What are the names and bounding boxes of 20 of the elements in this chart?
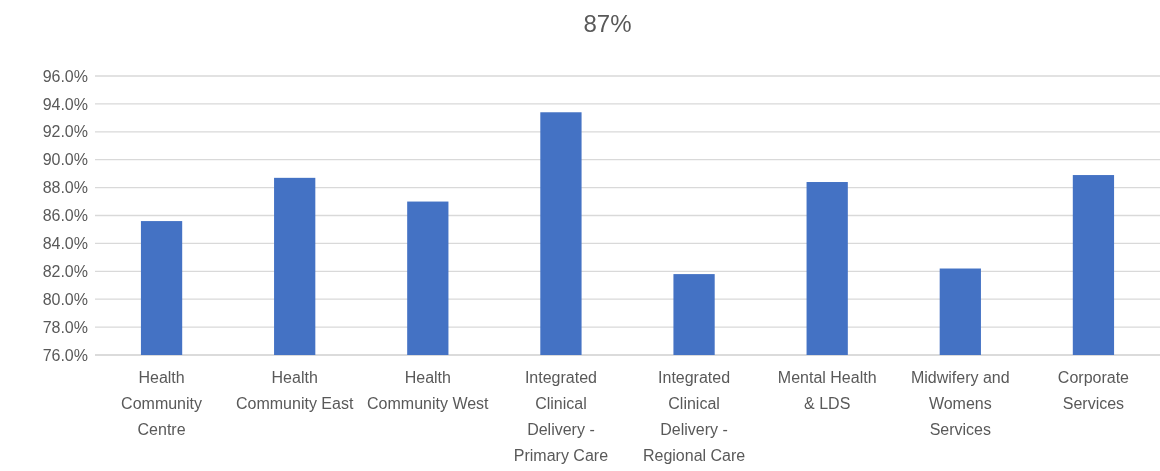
- y-tick-label: 96.0%: [42, 67, 88, 85]
- y-tick-label: 88.0%: [42, 179, 88, 197]
- y-tick-label: 86.0%: [42, 207, 88, 225]
- x-tick-label: Corporate Services: [1057, 369, 1130, 412]
- y-tick-label: 92.0%: [42, 123, 88, 141]
- chart-title: 87%: [583, 10, 632, 37]
- y-tick-label: 82.0%: [42, 262, 88, 280]
- x-tick-label: Health Community Centre: [121, 369, 203, 438]
- y-tick-label: 90.0%: [42, 151, 88, 169]
- y-tick-label: 76.0%: [42, 346, 88, 364]
- x-tick-label: Integrated Clinical Delivery - Primary Care: [513, 369, 609, 464]
- x-tick-label: Integrated Clinical Delivery - Regional Care: [642, 369, 746, 464]
- x-tick-label: Mental Health & LDS: [777, 369, 877, 412]
- y-tick-label: 84.0%: [42, 235, 88, 252]
- x-tick-label: Midwifery and Womens Services: [910, 369, 1010, 438]
- y-tick-label: 78.0%: [42, 318, 88, 336]
- x-tick-label: Health Community West: [367, 369, 490, 412]
- y-tick-label: 80.0%: [42, 290, 88, 308]
- y-tick-label: 94.0%: [42, 95, 88, 113]
- x-tick-label: Health Community East: [236, 369, 354, 412]
